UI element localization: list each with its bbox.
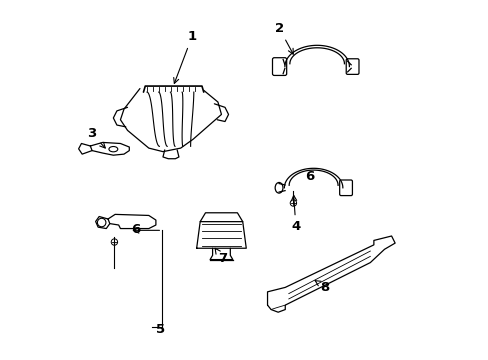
Text: 4: 4 <box>291 195 300 233</box>
Text: 6: 6 <box>130 223 140 236</box>
Text: 8: 8 <box>314 280 329 294</box>
Text: 6: 6 <box>305 170 314 183</box>
Text: 1: 1 <box>173 30 196 84</box>
Text: 3: 3 <box>86 127 105 148</box>
Text: 5: 5 <box>155 323 164 336</box>
Text: 2: 2 <box>274 22 293 54</box>
Text: 7: 7 <box>215 248 226 265</box>
